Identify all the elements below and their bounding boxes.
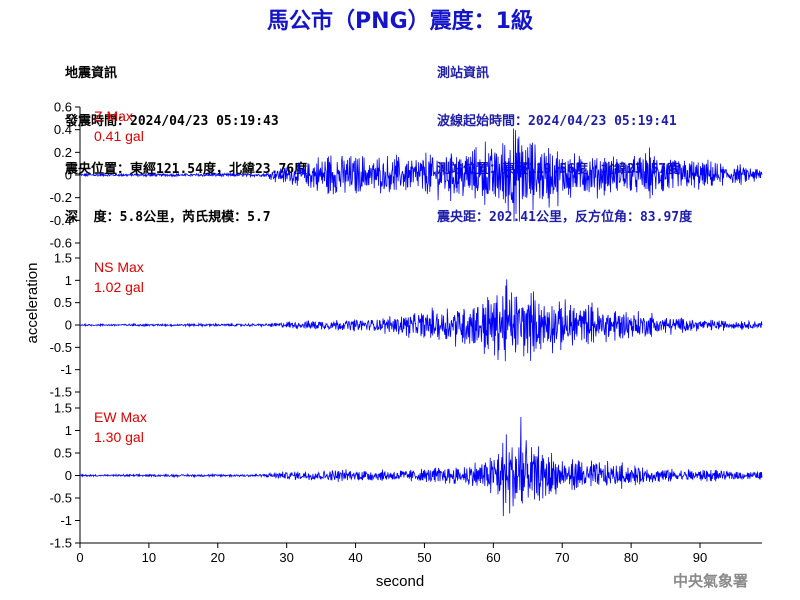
x-tick-label: 80 <box>624 550 638 565</box>
y-tick-label-ew: 0.5 <box>54 446 72 461</box>
y-tick-label-z: 0.6 <box>54 100 72 115</box>
panel-label-ns: NS Max <box>94 259 144 275</box>
y-tick-label-z: -0.6 <box>50 236 72 251</box>
trace-ns <box>79 279 763 362</box>
panel-label-z: Z Max <box>94 108 133 124</box>
y-tick-label-z: 0 <box>65 168 72 183</box>
x-tick-label: 40 <box>348 550 362 565</box>
x-tick-label: 90 <box>693 550 707 565</box>
y-tick-label-ns: -1.5 <box>50 385 72 400</box>
epicenter-location: 震央位置：東經121.54度，北緯23.76度 <box>65 162 308 177</box>
origin-time: 發震時間：2024/04/23 05:19:43 <box>65 114 279 129</box>
station-info-heading: 測站資訊 <box>437 66 490 81</box>
y-axis-title: acceleration <box>24 263 41 344</box>
x-tick-label: 30 <box>279 550 293 565</box>
x-tick-label: 70 <box>555 550 569 565</box>
trace-z <box>79 128 763 222</box>
agency-watermark: 中央氣象署 <box>672 572 748 590</box>
panel-max-z: 0.41 gal <box>94 128 144 144</box>
x-tick-label: 50 <box>417 550 431 565</box>
trace-ew <box>79 416 763 517</box>
y-tick-label-z: -0.2 <box>50 190 72 205</box>
panel-label-ew: EW Max <box>94 409 147 425</box>
depth-magnitude: 深 度：5.8公里，芮氏規模：5.7 <box>65 210 271 225</box>
panel-max-ew: 1.30 gal <box>94 429 144 445</box>
y-tick-label-ns: 1.5 <box>54 251 72 266</box>
y-tick-label-ns: -1 <box>60 362 72 377</box>
y-tick-label-ew: 0 <box>65 468 72 483</box>
wave-start-time: 波線起始時間：2024/04/23 05:19:41 <box>437 114 677 129</box>
epicentral-distance: 震央距：202.41公里，反方位角：83.97度 <box>437 210 693 225</box>
x-tick-label: 10 <box>142 550 156 565</box>
earthquake-info: 地震資訊 發震時間：2024/04/23 05:19:43 震央位置：東經121… <box>65 34 307 242</box>
chart-title: 馬公市（PNG）震度：1級 <box>267 9 533 34</box>
y-tick-label-ns: 0 <box>65 318 72 333</box>
x-tick-label: 0 <box>76 550 83 565</box>
y-tick-label-z: 0.4 <box>54 122 72 137</box>
y-tick-label-z: -0.4 <box>50 213 72 228</box>
y-tick-label-ns: 0.5 <box>54 295 72 310</box>
y-tick-label-ew: 1 <box>65 423 72 438</box>
x-axis-title: second <box>376 573 424 590</box>
y-tick-label-z: 0.2 <box>54 145 72 160</box>
x-tick-label: 20 <box>211 550 225 565</box>
earthquake-info-heading: 地震資訊 <box>65 66 118 81</box>
y-tick-label-ew: -1 <box>60 513 72 528</box>
y-tick-label-ew: -0.5 <box>50 491 72 506</box>
y-tick-label-ns: -0.5 <box>50 340 72 355</box>
y-tick-label-ew: 1.5 <box>54 401 72 416</box>
x-tick-label: 60 <box>486 550 500 565</box>
y-tick-label-ns: 1 <box>65 273 72 288</box>
y-tick-label-ew: -1.5 <box>50 536 72 551</box>
panel-max-ns: 1.02 gal <box>94 279 144 295</box>
